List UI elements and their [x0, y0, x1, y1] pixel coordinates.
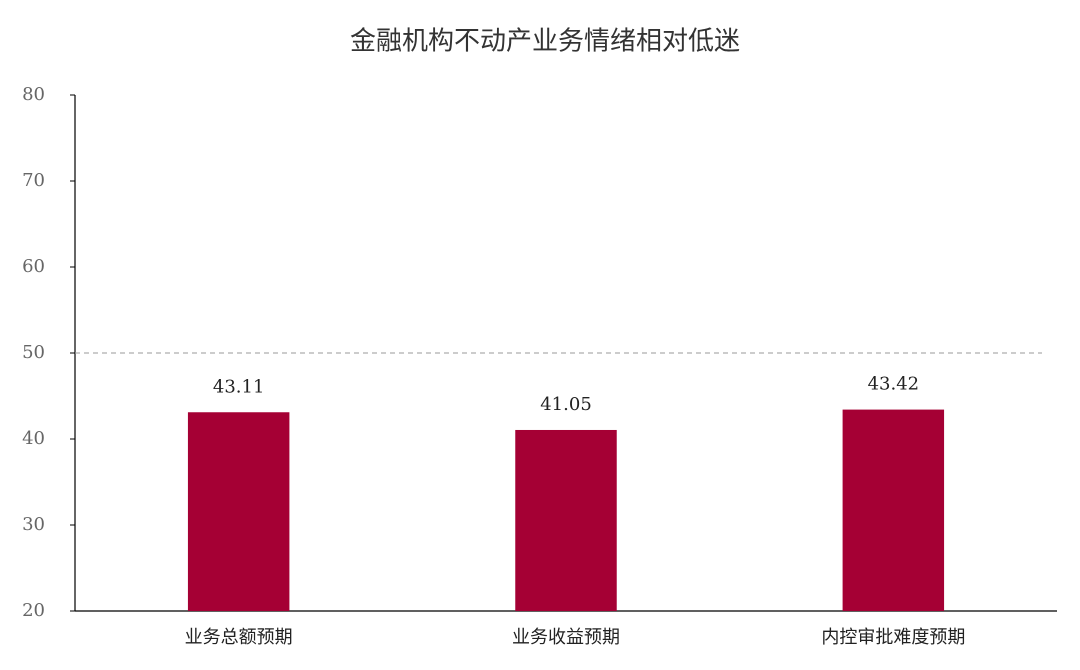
y-tick-label: 80 [22, 84, 45, 105]
value-label: 43.42 [868, 374, 920, 395]
bar [187, 412, 290, 611]
chart-title: 金融机构不动产业务情绪相对低迷 [350, 27, 740, 57]
x-tick-label: 内控审批难度预期 [821, 627, 965, 648]
y-tick-label: 60 [22, 256, 45, 277]
value-label: 41.05 [540, 394, 592, 415]
value-label: 43.11 [213, 376, 265, 397]
bar [842, 409, 945, 611]
y-tick-label: 70 [22, 170, 45, 191]
y-tick-label: 50 [22, 342, 45, 363]
y-tick-label: 30 [22, 514, 45, 535]
x-tick-label: 业务收益预期 [512, 627, 620, 648]
bar [515, 429, 617, 611]
y-tick-label: 40 [22, 428, 45, 449]
y-tick-label: 20 [22, 600, 45, 621]
x-tick-label: 业务总额预期 [185, 627, 293, 648]
